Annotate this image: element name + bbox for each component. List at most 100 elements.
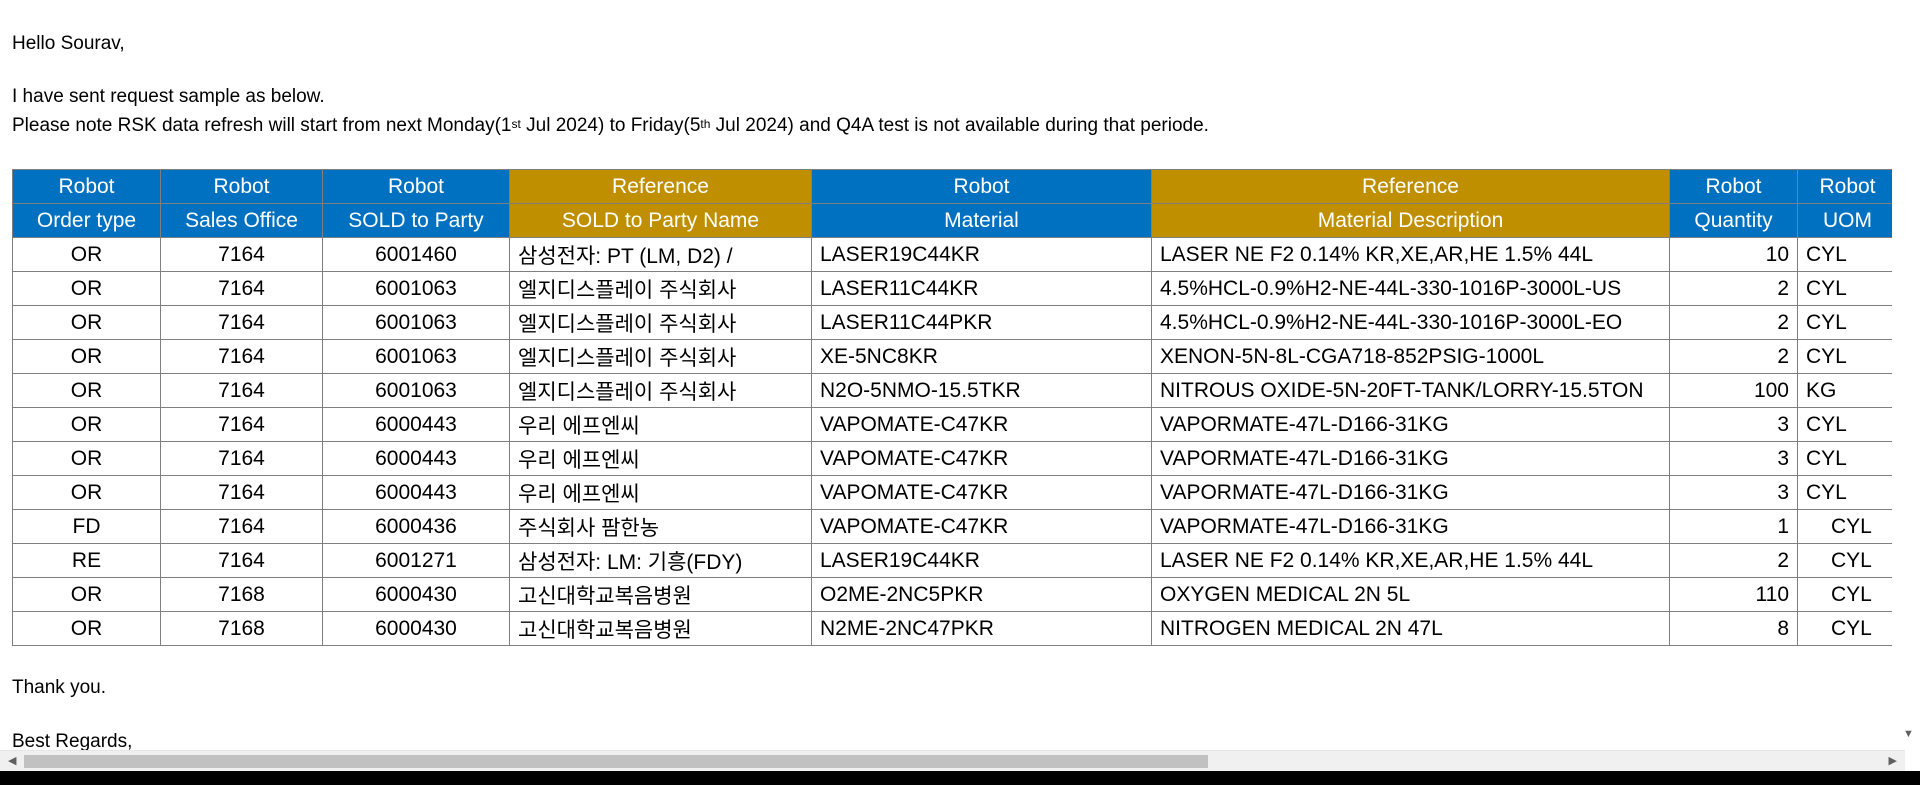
cell-uom: CYL	[1797, 577, 1892, 612]
table-row: OR 7168 6000430 고신대학교복음병원 O2ME-2NC5PKR O…	[12, 577, 1892, 612]
header-robot-1: Robot	[12, 169, 161, 204]
cell-uom: CYL	[1797, 305, 1892, 340]
arrow-right-icon[interactable]: ▶	[1888, 755, 1897, 767]
cell-material-description: VAPORMATE-47L-D166-31KG	[1151, 407, 1670, 442]
cell-order-type: OR	[12, 271, 161, 306]
cell-sold-to-party: 6000436	[322, 509, 510, 544]
cell-material: VAPOMATE-C47KR	[811, 509, 1152, 544]
header-quantity: Quantity	[1669, 203, 1798, 238]
cell-order-type: OR	[12, 373, 161, 408]
cell-sold-to-party: 6001063	[322, 373, 510, 408]
cell-sales-office: 7164	[160, 237, 323, 272]
cell-material-description: 4.5%HCL-0.9%H2-NE-44L-330-1016P-3000L-US	[1151, 271, 1670, 306]
cell-material: VAPOMATE-C47KR	[811, 441, 1152, 476]
cell-sales-office: 7164	[160, 441, 323, 476]
header-robot-5: Robot	[1669, 169, 1798, 204]
cell-quantity: 3	[1669, 441, 1798, 476]
cell-sold-to-party: 6000430	[322, 577, 510, 612]
cell-sold-to-party: 6001063	[322, 339, 510, 374]
cell-order-type: OR	[12, 611, 161, 646]
arrow-down-icon[interactable]: ▼	[1903, 728, 1914, 740]
header-reference-1: Reference	[509, 169, 812, 204]
header-robot-3: Robot	[322, 169, 510, 204]
table-row: OR 7164 6000443 우리 에프엔씨 VAPOMATE-C47KR V…	[12, 475, 1892, 510]
cell-sold-to-party-name: 우리 에프엔씨	[509, 407, 812, 442]
cell-material-description: LASER NE F2 0.14% KR,XE,AR,HE 1.5% 44L	[1151, 543, 1670, 578]
cell-sold-to-party-name: 고신대학교복음병원	[509, 577, 812, 612]
cell-order-type: OR	[12, 407, 161, 442]
cell-sold-to-party: 6001063	[322, 305, 510, 340]
cell-sales-office: 7164	[160, 339, 323, 374]
cell-sold-to-party-name: 주식회사 팜한농	[509, 509, 812, 544]
cell-sold-to-party-name: 우리 에프엔씨	[509, 475, 812, 510]
greeting-line: Hello Sourav,	[12, 33, 125, 54]
cell-material-description: VAPORMATE-47L-D166-31KG	[1151, 441, 1670, 476]
header-robot-2: Robot	[160, 169, 323, 204]
scrollbar-thumb[interactable]	[24, 755, 1208, 768]
cell-quantity: 100	[1669, 373, 1798, 408]
cell-sold-to-party: 6001271	[322, 543, 510, 578]
cell-sales-office: 7164	[160, 543, 323, 578]
cell-material: XE-5NC8KR	[811, 339, 1152, 374]
cell-sold-to-party: 6001460	[322, 237, 510, 272]
intro-line: I have sent request sample as below.	[12, 86, 325, 107]
table-row: OR 7164 6001063 엘지디스플레이 주식회사 LASER11C44P…	[12, 305, 1892, 340]
notice-line: Please note RSK data refresh will start …	[12, 115, 1209, 137]
cell-uom: CYL	[1797, 475, 1892, 510]
cell-uom: CYL	[1797, 543, 1892, 578]
window-bottom-edge	[0, 771, 1920, 785]
cell-sold-to-party-name: 고신대학교복음병원	[509, 611, 812, 646]
cell-sales-office: 7164	[160, 271, 323, 306]
cell-sales-office: 7164	[160, 407, 323, 442]
cell-sold-to-party: 6000443	[322, 407, 510, 442]
table-row: OR 7164 6001063 엘지디스플레이 주식회사 XE-5NC8KR X…	[12, 339, 1892, 374]
cell-order-type: FD	[12, 509, 161, 544]
cell-sold-to-party: 6000430	[322, 611, 510, 646]
cell-sold-to-party-name: 엘지디스플레이 주식회사	[509, 373, 812, 408]
cell-quantity: 8	[1669, 611, 1798, 646]
cell-order-type: OR	[12, 475, 161, 510]
regards-line: Best Regards,	[12, 731, 133, 750]
notice-sup-1: st	[511, 117, 521, 131]
cell-quantity: 10	[1669, 237, 1798, 272]
cell-order-type: OR	[12, 577, 161, 612]
header-row-1: Robot Robot Robot Reference Robot Refere…	[12, 169, 1892, 204]
cell-uom: CYL	[1797, 611, 1892, 646]
cell-material-description: VAPORMATE-47L-D166-31KG	[1151, 509, 1670, 544]
header-row-2: Order type Sales Office SOLD to Party SO…	[12, 203, 1892, 238]
cell-order-type: RE	[12, 543, 161, 578]
cell-sold-to-party: 6001063	[322, 271, 510, 306]
cell-material: N2ME-2NC47PKR	[811, 611, 1152, 646]
cell-sold-to-party: 6000443	[322, 475, 510, 510]
cell-quantity: 2	[1669, 339, 1798, 374]
table-row: OR 7164 6001460 삼성전자: PT (LM, D2) / LASE…	[12, 237, 1892, 272]
cell-material-description: NITROUS OXIDE-5N-20FT-TANK/LORRY-15.5TON	[1151, 373, 1670, 408]
cell-quantity: 2	[1669, 305, 1798, 340]
cell-quantity: 110	[1669, 577, 1798, 612]
cell-material-description: OXYGEN MEDICAL 2N 5L	[1151, 577, 1670, 612]
notice-sup-2: th	[700, 117, 711, 131]
cell-sold-to-party-name: 삼성전자: PT (LM, D2) /	[509, 237, 812, 272]
notice-text-1: Please note RSK data refresh will start …	[12, 115, 512, 136]
arrow-left-icon[interactable]: ◀	[8, 755, 17, 767]
cell-material: LASER11C44PKR	[811, 305, 1152, 340]
cell-quantity: 1	[1669, 509, 1798, 544]
cell-sold-to-party-name: 삼성전자: LM: 기흥(FDY)	[509, 543, 812, 578]
cell-sales-office: 7168	[160, 611, 323, 646]
cell-uom: CYL	[1797, 509, 1892, 544]
cell-material: VAPOMATE-C47KR	[811, 475, 1152, 510]
cell-sales-office: 7164	[160, 373, 323, 408]
cell-uom: KG	[1797, 373, 1892, 408]
header-reference-2: Reference	[1151, 169, 1670, 204]
cell-material-description: VAPORMATE-47L-D166-31KG	[1151, 475, 1670, 510]
cell-material-description: XENON-5N-8L-CGA718-852PSIG-1000L	[1151, 339, 1670, 374]
table-row: FD 7164 6000436 주식회사 팜한농 VAPOMATE-C47KR …	[12, 509, 1892, 544]
cell-uom: CYL	[1797, 441, 1892, 476]
cell-sold-to-party: 6000443	[322, 441, 510, 476]
notice-text-3: Jul 2024) and Q4A test is not available …	[710, 115, 1209, 136]
cell-sold-to-party-name: 우리 에프엔씨	[509, 441, 812, 476]
horizontal-scrollbar[interactable]: ◀ ▶	[0, 750, 1905, 772]
cell-sold-to-party-name: 엘지디스플레이 주식회사	[509, 339, 812, 374]
header-robot-6: Robot	[1797, 169, 1892, 204]
cell-material-description: NITROGEN MEDICAL 2N 47L	[1151, 611, 1670, 646]
